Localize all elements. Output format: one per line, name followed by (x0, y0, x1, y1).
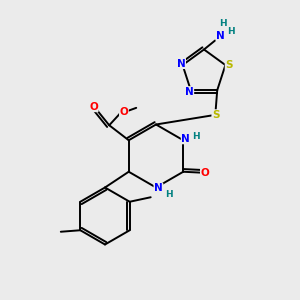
Text: H: H (219, 19, 227, 28)
Text: N: N (181, 134, 190, 144)
Text: O: O (200, 168, 209, 178)
Text: N: N (216, 31, 225, 41)
Text: N: N (185, 87, 194, 97)
Text: O: O (119, 107, 128, 117)
Text: N: N (154, 183, 163, 193)
Text: O: O (89, 102, 98, 112)
Text: H: H (227, 27, 235, 36)
Text: N: N (177, 58, 185, 68)
Text: H: H (192, 132, 200, 141)
Text: S: S (225, 60, 233, 70)
Text: S: S (212, 110, 220, 120)
Text: H: H (165, 190, 172, 199)
